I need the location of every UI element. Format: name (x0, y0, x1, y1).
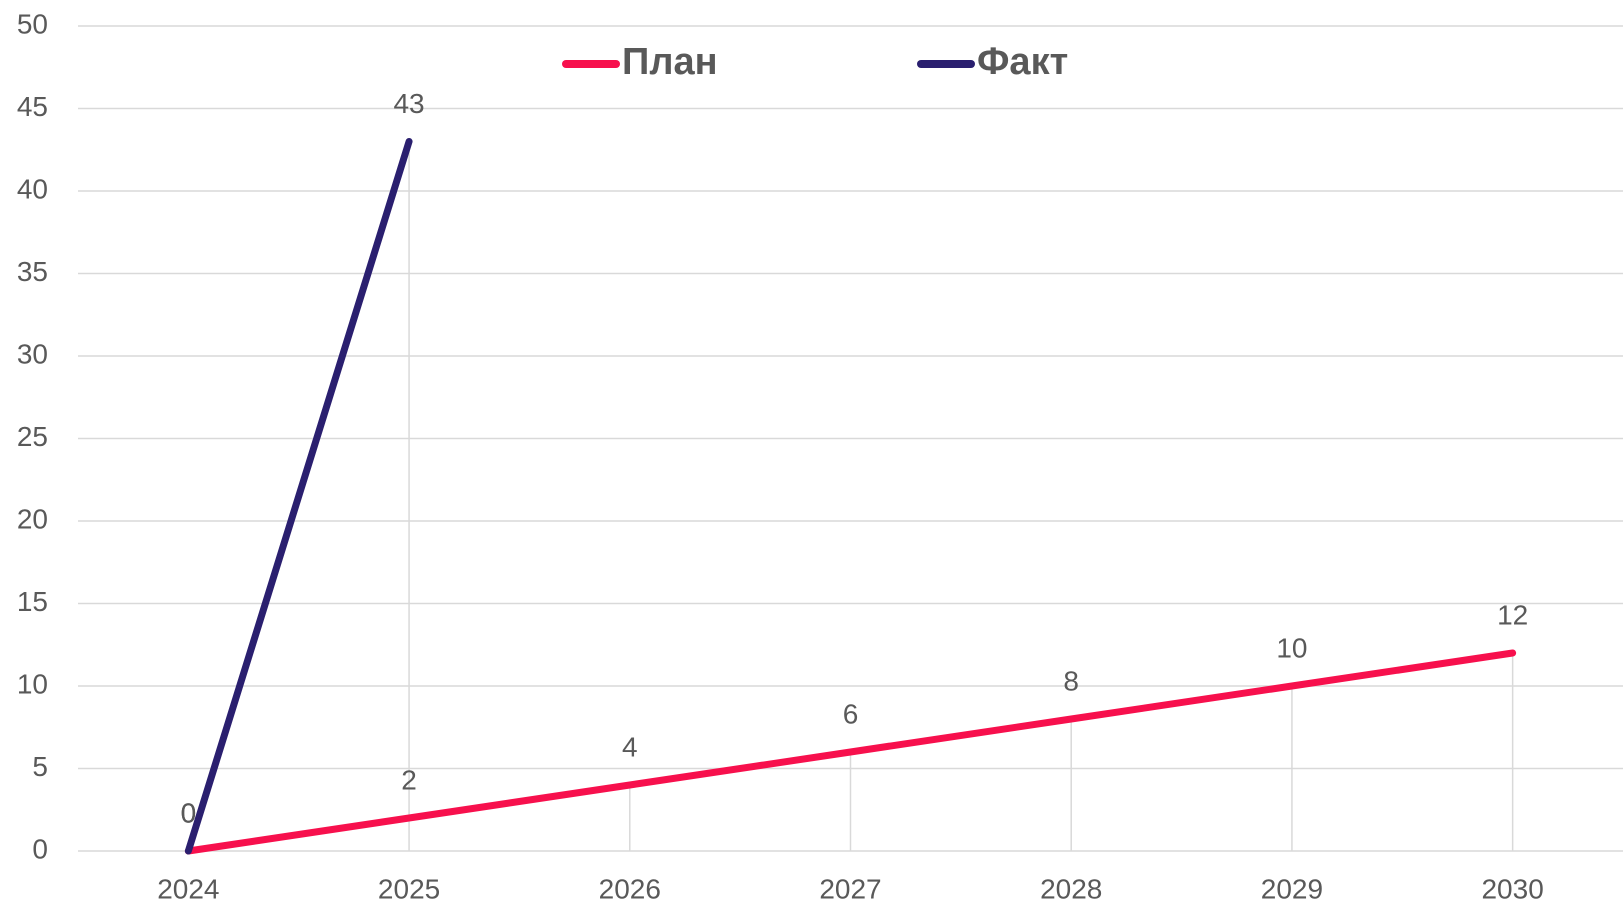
data-label: 0 (181, 797, 197, 828)
data-label: 8 (1063, 665, 1079, 696)
y-tick-label: 35 (17, 256, 48, 287)
data-label: 0 (181, 797, 197, 828)
series-line (184, 649, 1517, 855)
y-tick-label: 45 (17, 91, 48, 122)
y-tick-label: 20 (17, 503, 48, 534)
y-tick-label: 40 (17, 173, 48, 204)
x-tick-label: 2028 (1040, 873, 1102, 904)
y-tick-label: 50 (17, 8, 48, 39)
legend-label: Факт (977, 41, 1068, 83)
y-tick-label: 5 (32, 751, 48, 782)
legend-label: План (622, 41, 718, 83)
y-tick-label: 30 (17, 338, 48, 369)
x-tick-label: 2030 (1481, 873, 1543, 904)
x-tick-label: 2029 (1261, 873, 1323, 904)
data-label: 6 (843, 698, 859, 729)
y-tick-label: 10 (17, 668, 48, 699)
series-line (184, 138, 413, 855)
x-tick-label: 2025 (378, 873, 440, 904)
data-label: 2 (401, 764, 417, 795)
data-label: 10 (1276, 632, 1307, 663)
x-tick-label: 2024 (157, 873, 219, 904)
y-tick-label: 0 (32, 833, 48, 864)
x-tick-label: 2026 (599, 873, 661, 904)
y-tick-label: 15 (17, 586, 48, 617)
data-label: 4 (622, 731, 638, 762)
x-tick-label: 2027 (819, 873, 881, 904)
data-label: 43 (393, 88, 424, 119)
y-tick-label: 25 (17, 421, 48, 452)
data-label: 12 (1497, 599, 1528, 630)
